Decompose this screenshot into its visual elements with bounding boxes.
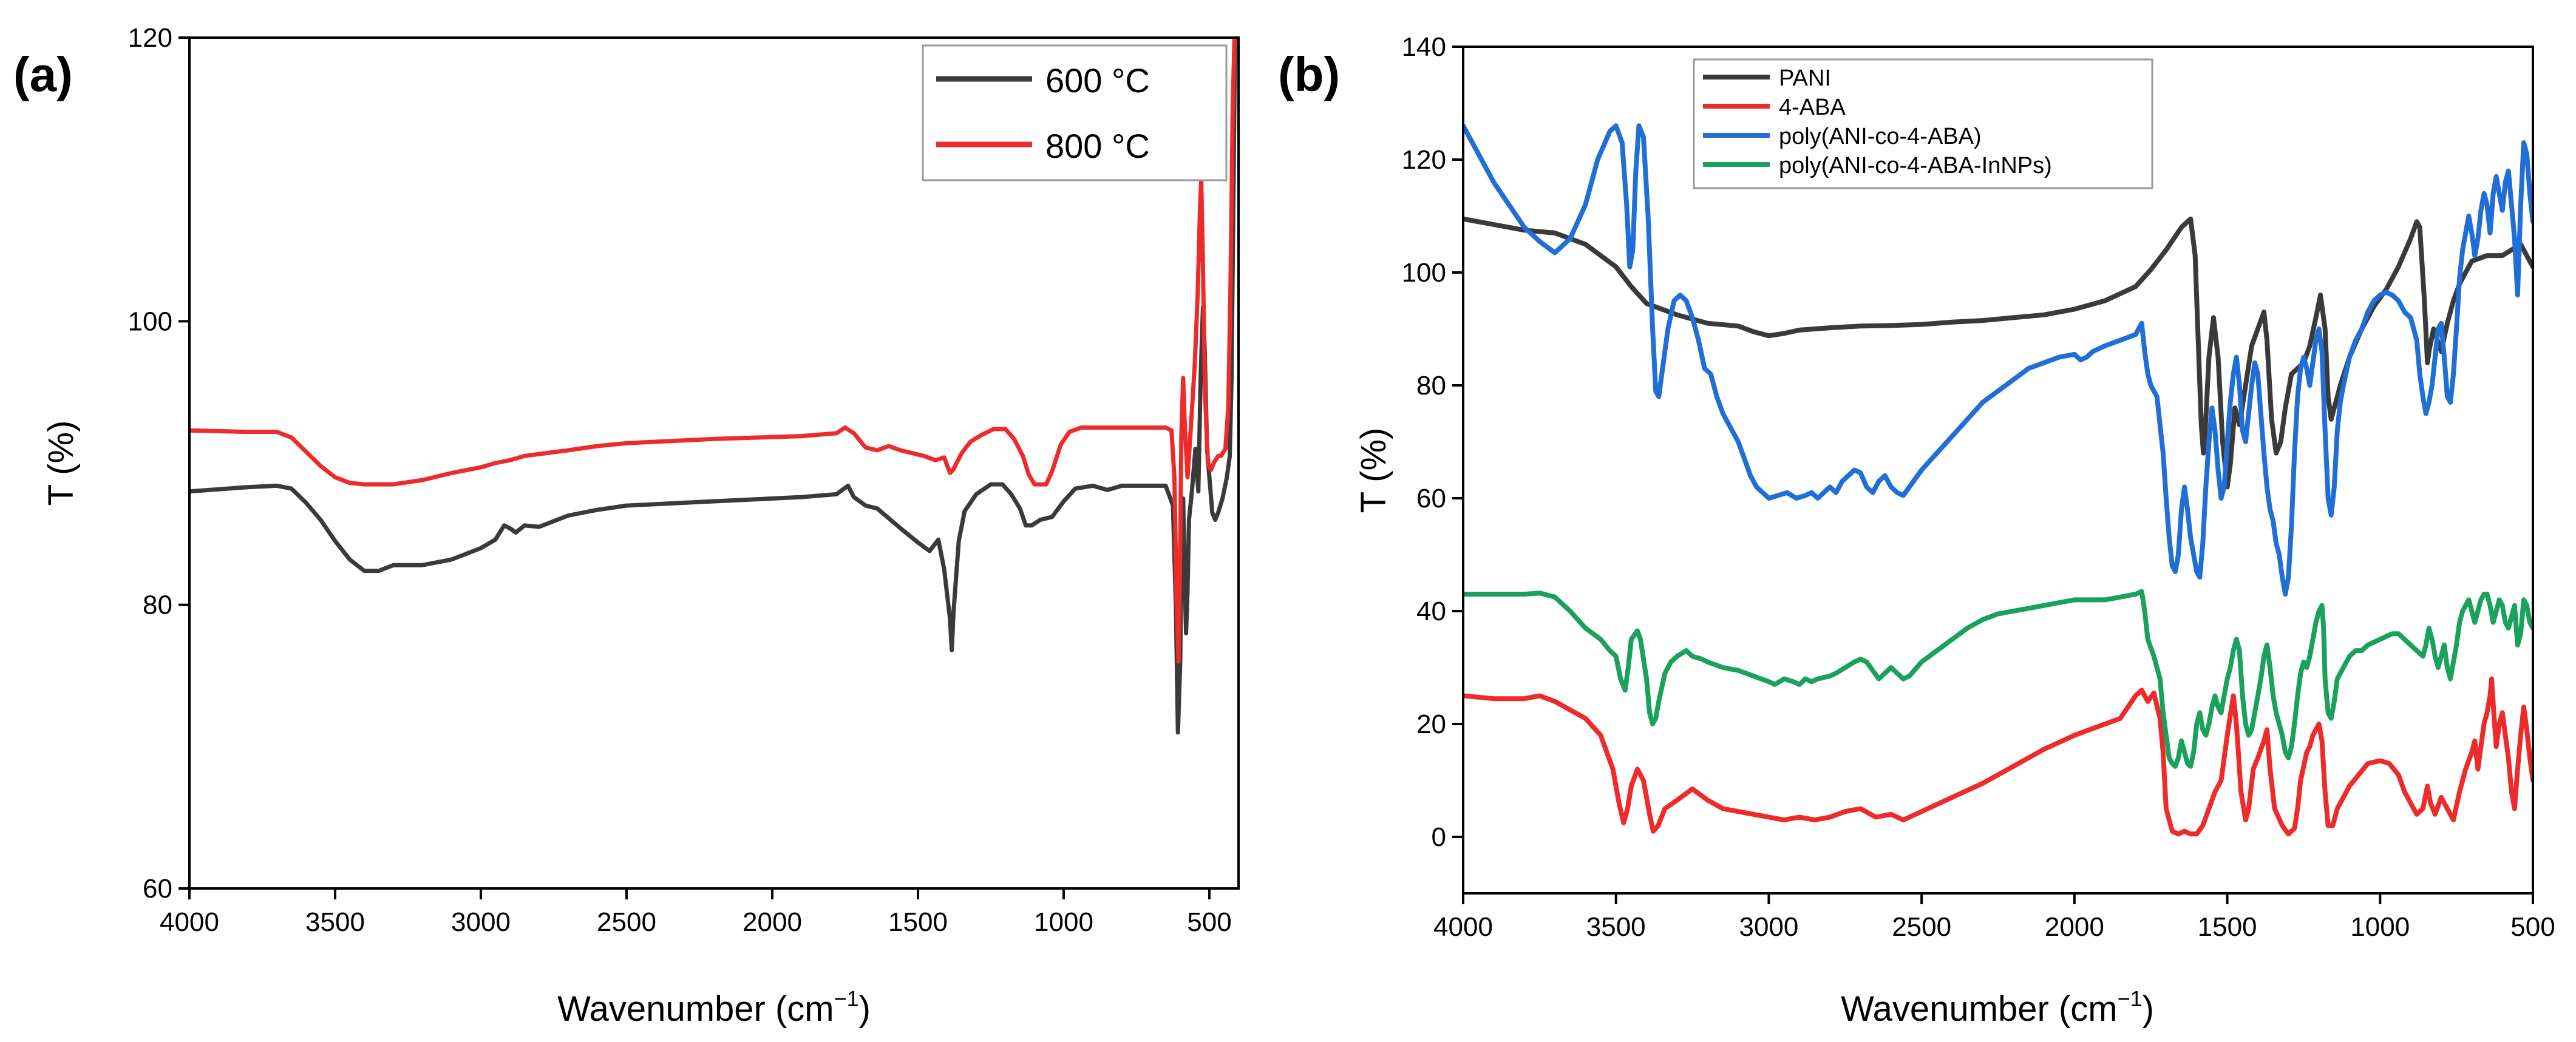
panel-a-y-axis-title: T (%) xyxy=(41,421,81,506)
panel-b-x-axis: 4000 3500 3000 2500 2000 1500 1000 500 xyxy=(1433,893,2555,942)
panel-b-y-tick-label: 40 xyxy=(1416,597,1446,626)
panel-a-series-line-2 xyxy=(189,38,1237,664)
panel-b-y-tick-label: 80 xyxy=(1416,371,1446,401)
panel-a-x-tick-label: 1500 xyxy=(888,907,948,937)
panel-b-x-tick-label: 4000 xyxy=(1433,912,1493,942)
panel-b-y-tick-label: 20 xyxy=(1416,709,1446,739)
panel-b-y-tick-label: 140 xyxy=(1402,32,1446,62)
panel-a-series-line-1 xyxy=(189,38,1237,735)
panel-b-x-tick-label: 1000 xyxy=(2350,912,2410,942)
legend-label-pani: PANI xyxy=(1779,66,1831,91)
panel-b-series-line-1 xyxy=(1463,216,2533,490)
panel-a-label: (a) xyxy=(13,47,73,101)
panel-a-x-tick-label: 3000 xyxy=(451,907,511,937)
panel-b-x-tick-label: 500 xyxy=(2510,912,2555,942)
legend-label-4aba: 4-ABA xyxy=(1779,95,1846,120)
panel-a-x-axis: 4000 3500 3000 2500 2000 1500 1000 500 xyxy=(160,888,1232,937)
legend-label-800C: 800 °C xyxy=(1045,127,1150,165)
panel-a-series xyxy=(189,38,1237,735)
panel-b-legend-box xyxy=(1693,58,2153,189)
panel-a-y-tick-label: 60 xyxy=(143,874,172,904)
panel-b-y-tick-label: 60 xyxy=(1416,484,1446,513)
panel-a-y-axis: 60 80 100 120 xyxy=(128,23,189,904)
panel-b-y-axis: 0 20 40 60 80 100 120 140 xyxy=(1402,32,1463,852)
panel-b-series-line-3 xyxy=(1463,123,2533,597)
legend-label-poly-ani-co-4-aba: poly(ANI-co-4-ABA) xyxy=(1779,124,1982,149)
panel-a-plot-frame xyxy=(188,36,1240,890)
panel-b-x-tick-label: 2500 xyxy=(1892,912,1951,942)
panel-a-legend-box xyxy=(922,44,1228,181)
panel-a-x-tick-label: 2500 xyxy=(597,907,656,937)
panel-b-y-tick-label: 100 xyxy=(1402,258,1446,288)
panel-b-legend: PANI 4-ABA poly(ANI-co-4-ABA) poly(ANI-c… xyxy=(1693,58,2153,189)
panel-a-x-tick-label: 1000 xyxy=(1034,907,1093,937)
panel-b-x-tick-label: 3500 xyxy=(1586,912,1646,942)
panel-a-x-tick-label: 3500 xyxy=(305,907,365,937)
panel-a-x-tick-label: 500 xyxy=(1187,907,1231,937)
panel-b-series xyxy=(1463,123,2533,837)
panel-b-label: (b) xyxy=(1278,47,1340,101)
panel-b-y-tick-label: 120 xyxy=(1402,145,1446,175)
panel-a-x-tick-label: 4000 xyxy=(160,907,219,937)
panel-b-plot-frame xyxy=(1462,46,2534,895)
panel-b-x-tick-label: 3000 xyxy=(1739,912,1798,942)
panel-a: (a) 4000 3500 3000 2500 2000 1500 1000 500 60 80… xyxy=(13,23,1240,1029)
legend-label-poly-ani-co-4-aba-innps: poly(ANI-co-4-ABA-InNPs) xyxy=(1779,153,2052,178)
panel-b-x-tick-label: 2000 xyxy=(2045,912,2104,942)
panel-a-x-axis-title: Wavenumber (cm−1) xyxy=(557,986,871,1029)
panel-b-series-line-4 xyxy=(1463,589,2533,769)
panel-a-y-tick-label: 120 xyxy=(128,23,172,53)
panel-a-legend: 600 °C 800 °C xyxy=(922,44,1228,181)
legend-label-600C: 600 °C xyxy=(1045,61,1150,100)
panel-b-y-tick-label: 0 xyxy=(1432,822,1446,852)
panel-a-y-tick-label: 100 xyxy=(128,306,172,336)
panel-b-x-tick-label: 1500 xyxy=(2198,912,2257,942)
panel-b: (b) 4000 3500 3000 2500 2000 1500 1000 500 0 20 4… xyxy=(1278,32,2555,1029)
panel-b-series-line-2 xyxy=(1463,676,2533,837)
panel-b-y-axis-title: T (%) xyxy=(1354,428,1393,513)
panel-b-x-axis-title: Wavenumber (cm−1) xyxy=(1841,986,2154,1029)
panel-a-x-tick-label: 2000 xyxy=(743,907,802,937)
panel-a-y-tick-label: 80 xyxy=(143,590,172,620)
